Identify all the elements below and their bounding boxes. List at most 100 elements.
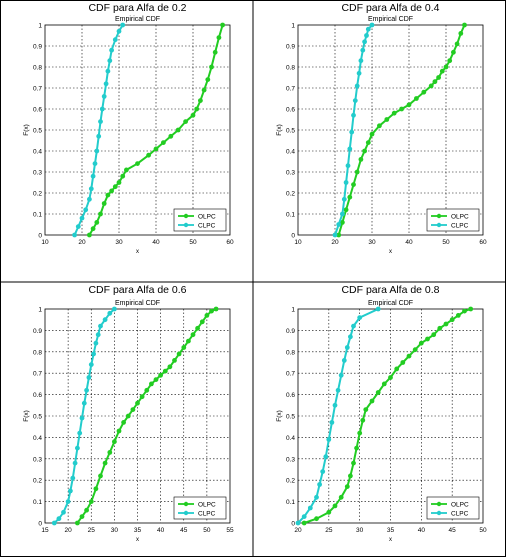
data-point (95, 332, 101, 338)
data-point (94, 220, 100, 225)
data-point (88, 186, 94, 192)
legend-swatch-marker (183, 213, 189, 219)
y-tick-label: 0.7 (33, 86, 42, 93)
data-point (412, 347, 418, 353)
y-tick-label: 0.3 (33, 170, 42, 177)
x-tick-label: 20 (65, 527, 73, 534)
data-point (454, 41, 460, 47)
data-point (72, 460, 78, 466)
data-point (449, 317, 455, 323)
chart-title: CDF para Alfa de 0.8 (341, 284, 439, 296)
x-tick-label: 20 (294, 527, 302, 534)
data-point (348, 334, 353, 340)
data-point (347, 194, 353, 200)
y-tick-label: 0.9 (33, 44, 42, 51)
legend-label: OLPC (451, 502, 469, 509)
data-point (307, 505, 313, 511)
data-point (332, 503, 338, 509)
data-point (336, 222, 342, 227)
data-point (146, 152, 152, 158)
data-point (107, 58, 113, 64)
data-point (195, 325, 201, 331)
legend-swatch-marker (436, 510, 442, 516)
data-point (388, 375, 393, 380)
data-point (84, 387, 89, 393)
y-tick-label: 0.5 (286, 128, 295, 135)
series-olpc (87, 22, 226, 238)
data-point (201, 87, 207, 93)
data-point (125, 413, 131, 419)
data-point (112, 439, 117, 445)
x-axis-label: x (136, 249, 139, 255)
data-point (98, 211, 103, 217)
data-point (365, 140, 371, 146)
legend-label: CLPC (198, 511, 216, 518)
x-tick-label: 30 (115, 239, 123, 246)
data-point (391, 110, 397, 116)
legend: OLPC CLPC (426, 208, 480, 232)
data-point (381, 381, 387, 387)
data-point (320, 469, 326, 474)
y-tick-label: 0.4 (33, 435, 42, 442)
legend-swatch-marker (183, 222, 189, 228)
x-tick-label: 30 (368, 239, 376, 246)
x-tick-label: 40 (418, 527, 426, 534)
legend: OLPC CLPC (173, 496, 227, 520)
data-point (399, 106, 404, 112)
data-point (144, 387, 150, 393)
data-point (462, 22, 467, 28)
data-point (369, 22, 375, 28)
y-tick-label: 0.6 (286, 392, 295, 399)
x-tick-label: 10 (41, 239, 49, 246)
series-olpc (301, 306, 474, 526)
data-point (329, 420, 335, 425)
data-point (443, 321, 449, 327)
data-point (70, 475, 76, 481)
x-tick-label: 50 (479, 527, 487, 534)
legend-swatch-marker (183, 510, 189, 516)
data-point (153, 146, 159, 152)
data-point (101, 201, 107, 206)
data-point (158, 372, 164, 378)
data-point (351, 182, 356, 188)
data-point (347, 146, 353, 152)
data-point (194, 106, 200, 112)
y-tick-label: 0.1 (33, 499, 42, 506)
data-point (198, 98, 203, 103)
x-tick-label: 25 (325, 527, 333, 534)
y-tick-label: 0.2 (33, 478, 42, 485)
x-tick-label: 15 (41, 527, 49, 534)
data-point (212, 49, 218, 55)
data-point (394, 366, 400, 372)
data-point (94, 148, 100, 154)
data-point (400, 360, 406, 365)
y-axis-label: F(x) (23, 124, 30, 136)
series-clpc (332, 22, 375, 238)
data-point (369, 131, 375, 137)
data-point (418, 340, 424, 346)
x-tick-label: 35 (387, 527, 395, 534)
data-point (314, 494, 319, 500)
data-point (332, 232, 338, 238)
data-point (90, 226, 96, 232)
legend-label: CLPC (198, 223, 216, 230)
data-point (351, 112, 356, 118)
data-point (101, 94, 107, 99)
y-tick-label: 0.2 (286, 478, 295, 485)
data-point (112, 306, 117, 312)
data-point (83, 207, 89, 213)
x-tick-label: 40 (157, 527, 165, 534)
data-point (103, 81, 109, 87)
data-point (406, 102, 412, 108)
data-point (356, 70, 362, 76)
data-point (135, 400, 140, 406)
data-point (363, 407, 369, 412)
data-point (79, 514, 85, 519)
series-clpc (295, 306, 381, 526)
data-point (93, 486, 99, 492)
data-point (79, 215, 85, 221)
data-point (84, 507, 89, 513)
y-axis-label: F(x) (276, 124, 283, 136)
data-point (362, 148, 367, 154)
x-tick-label: 40 (405, 239, 413, 246)
